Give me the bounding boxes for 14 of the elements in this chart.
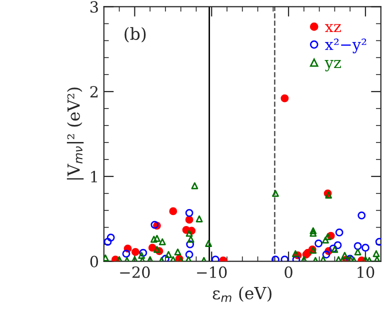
x-tick-label: −10	[197, 266, 227, 278]
x-tick-label: −20	[120, 266, 150, 278]
y-tick-label: 0	[90, 256, 98, 268]
legend-label: yz	[324, 60, 341, 72]
y-tick-label: 1	[91, 170, 97, 182]
legend-label: x²−y²	[324, 38, 366, 54]
legend-label: xz	[324, 24, 341, 32]
x-tick-label: 0	[284, 266, 292, 278]
x-axis-title: ε$_{m}$ (eV)	[212, 286, 272, 302]
annotation: (b)	[124, 27, 146, 42]
y-axis-title: |V$_{mν}$|² (eV²)	[66, 88, 84, 180]
x-tick-label: 10	[358, 266, 374, 278]
y-tick-label: 3	[90, 1, 98, 13]
y-tick-label: 2	[90, 86, 98, 98]
